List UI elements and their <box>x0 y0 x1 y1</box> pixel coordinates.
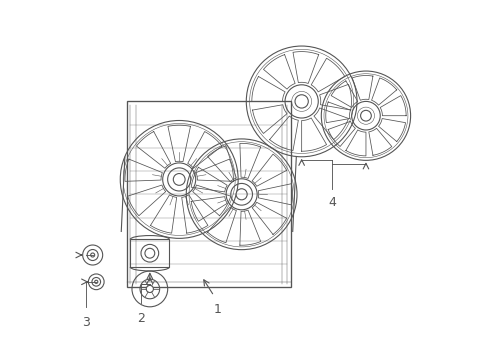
Text: 1: 1 <box>213 303 221 316</box>
Circle shape <box>360 111 370 121</box>
Text: 4: 4 <box>327 196 335 209</box>
Bar <box>126 102 290 287</box>
Bar <box>130 239 169 267</box>
Circle shape <box>90 253 95 257</box>
Circle shape <box>95 280 98 283</box>
Circle shape <box>294 95 307 108</box>
Text: 3: 3 <box>81 316 89 329</box>
Circle shape <box>236 189 246 200</box>
Circle shape <box>173 174 185 185</box>
Circle shape <box>146 285 153 293</box>
Text: 2: 2 <box>137 312 144 325</box>
